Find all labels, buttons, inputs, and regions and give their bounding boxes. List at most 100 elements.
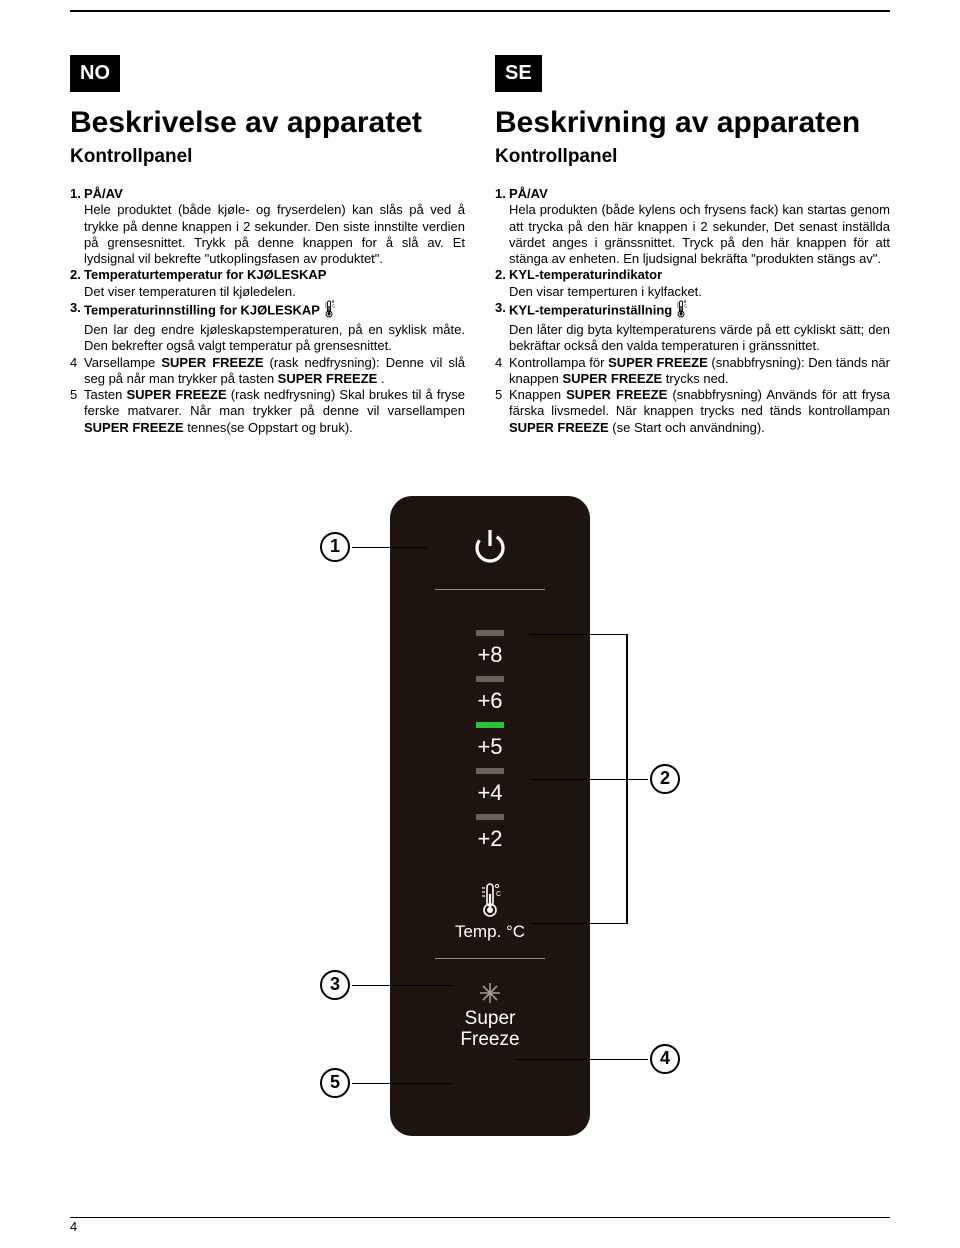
temp-value: +4 xyxy=(477,780,502,806)
bold-term: SUPER FREEZE xyxy=(566,387,667,402)
item-number: 2. xyxy=(70,267,84,300)
thermometer-icon: C xyxy=(322,300,336,322)
bold-term: SUPER FREEZE xyxy=(84,420,184,435)
item-lead: KYL-temperaturinställning xyxy=(509,302,672,317)
temp-bar xyxy=(476,676,504,682)
item-body: Tasten SUPER FREEZE (rask nedfrysning) S… xyxy=(84,387,465,436)
item-number: 3. xyxy=(70,300,84,355)
temp-bar xyxy=(476,768,504,774)
page-number: 4 xyxy=(70,1219,77,1234)
item-number: 1. xyxy=(70,186,84,267)
item-lead: KYL-temperaturindikator xyxy=(509,267,662,282)
callout-1: 1 xyxy=(320,532,350,562)
item-text: tennes(se Oppstart og bruk). xyxy=(184,420,353,435)
item-text: Tasten xyxy=(84,387,126,402)
item-lead: Temperaturtemperatur for KJØLESKAP xyxy=(84,267,326,282)
item-number: 1. xyxy=(495,186,509,267)
list-item: 1.PÅ/AVHele produktet (både kjøle- og fr… xyxy=(70,186,465,267)
thermometer-icon: C xyxy=(479,882,501,918)
leader-line xyxy=(352,1083,452,1085)
temp-value: +6 xyxy=(477,688,502,714)
bold-term: SUPER FREEZE xyxy=(278,371,378,386)
item-body: PÅ/AVHele produktet (både kjøle- og frys… xyxy=(84,186,465,267)
item-lead: Temperaturinnstilling for KJØLESKAP xyxy=(84,302,320,317)
bold-term: SUPER FREEZE xyxy=(509,420,609,435)
control-panel: +8+6+5+4+2 C Temp. °C xyxy=(390,496,590,1136)
svg-text:C: C xyxy=(496,891,501,898)
lang-tag-no: NO xyxy=(70,55,120,92)
list-item: 5Knappen SUPER FREEZE (snabbfrysning) An… xyxy=(495,387,890,436)
item-number: 5 xyxy=(70,387,84,436)
item-text: Den lar deg endre kjøleskapstemperaturen… xyxy=(84,322,465,353)
list-item: 4Varsellampe SUPER FREEZE (rask nedfrysn… xyxy=(70,355,465,388)
temp-button-section: C Temp. °C xyxy=(455,882,525,942)
callout-5: 5 xyxy=(320,1068,350,1098)
temperature-scale: +8+6+5+4+2 xyxy=(476,628,504,852)
callout-3: 3 xyxy=(320,970,350,1000)
list-se: 1.PÅ/AVHela produkten (både kylens och f… xyxy=(495,186,890,436)
temp-bar xyxy=(476,630,504,636)
snowflake-icon xyxy=(478,981,502,1005)
item-text: Knappen xyxy=(509,387,566,402)
item-body: Knappen SUPER FREEZE (snabbfrysning) Anv… xyxy=(509,387,890,436)
temp-label: Temp. °C xyxy=(455,922,525,942)
leader-line xyxy=(530,634,626,636)
callout-2: 2 xyxy=(650,764,680,794)
list-item: 5Tasten SUPER FREEZE (rask nedfrysning) … xyxy=(70,387,465,436)
thermometer-icon: C xyxy=(674,300,688,322)
bold-term: SUPER FREEZE xyxy=(126,387,226,402)
item-number: 2. xyxy=(495,267,509,300)
item-text: Det viser temperaturen til kjøledelen. xyxy=(84,284,296,299)
item-body: KYL-temperaturinställning C Den låter dig … xyxy=(509,300,890,355)
subtitle-se: Kontrollpanel xyxy=(495,146,890,168)
list-item: 3.KYL-temperaturinställningCDen låter di… xyxy=(495,300,890,355)
svg-text:C: C xyxy=(684,303,688,308)
list-item: 1.PÅ/AVHela produkten (både kylens och f… xyxy=(495,186,890,267)
item-body: Temperaturinnstilling for KJØLESKAP C Den … xyxy=(84,300,465,355)
item-text: Hele produktet (både kjøle- og fryserdel… xyxy=(84,202,465,266)
page-top-rule xyxy=(70,10,890,12)
item-number: 4 xyxy=(70,355,84,388)
super-freeze-section: SuperFreeze xyxy=(460,981,519,1051)
bold-term: SUPER FREEZE xyxy=(161,355,263,370)
bold-term: SUPER FREEZE xyxy=(563,371,663,386)
item-text: trycks ned. xyxy=(662,371,728,386)
title-se: Beskrivning av apparaten xyxy=(495,106,890,140)
leader-line xyxy=(530,923,626,925)
leader-line xyxy=(352,985,452,987)
list-no: 1.PÅ/AVHele produktet (både kjøle- og fr… xyxy=(70,186,465,436)
item-text: Den låter dig byta kyltemperaturens värd… xyxy=(509,322,890,353)
leader-line xyxy=(626,634,628,924)
leader-line xyxy=(515,1059,648,1061)
item-text: Kontrollampa för xyxy=(509,355,608,370)
item-body: Varsellampe SUPER FREEZE (rask nedfrysni… xyxy=(84,355,465,388)
bold-term: SUPER FREEZE xyxy=(608,355,708,370)
svg-text:C: C xyxy=(332,303,336,308)
item-number: 5 xyxy=(495,387,509,436)
super-freeze-label: SuperFreeze xyxy=(460,1009,519,1051)
temp-value: +5 xyxy=(477,734,502,760)
item-lead: PÅ/AV xyxy=(509,186,548,201)
leader-line xyxy=(352,547,427,549)
list-item: 2.Temperaturtemperatur for KJØLESKAP Det … xyxy=(70,267,465,300)
item-text: Varsellampe xyxy=(84,355,161,370)
list-item: 4Kontrollampa för SUPER FREEZE (snabbfry… xyxy=(495,355,890,388)
list-item: 3.Temperaturinnstilling for KJØLESKAP C De… xyxy=(70,300,465,355)
lang-tag-se: SE xyxy=(495,55,542,92)
item-body: Kontrollampa för SUPER FREEZE (snabbfrys… xyxy=(509,355,890,388)
page-content: NO Beskrivelse av apparatet Kontrollpane… xyxy=(0,0,960,1116)
page-bottom-rule xyxy=(70,1217,890,1218)
divider xyxy=(435,958,545,959)
power-icon xyxy=(470,526,510,571)
item-body: PÅ/AVHela produkten (både kylens och fry… xyxy=(509,186,890,267)
subtitle-no: Kontrollpanel xyxy=(70,146,465,168)
item-text: . xyxy=(377,371,384,386)
list-item: 2.KYL-temperaturindikatorDen visar tempe… xyxy=(495,267,890,300)
callout-4: 4 xyxy=(650,1044,680,1074)
title-no: Beskrivelse av apparatet xyxy=(70,106,465,140)
item-body: Temperaturtemperatur for KJØLESKAP Det vi… xyxy=(84,267,465,300)
item-number: 4 xyxy=(495,355,509,388)
column-se: SE Beskrivning av apparaten Kontrollpane… xyxy=(495,55,890,436)
item-text: (se Start och användning). xyxy=(609,420,765,435)
item-body: KYL-temperaturindikatorDen visar tempert… xyxy=(509,267,890,300)
